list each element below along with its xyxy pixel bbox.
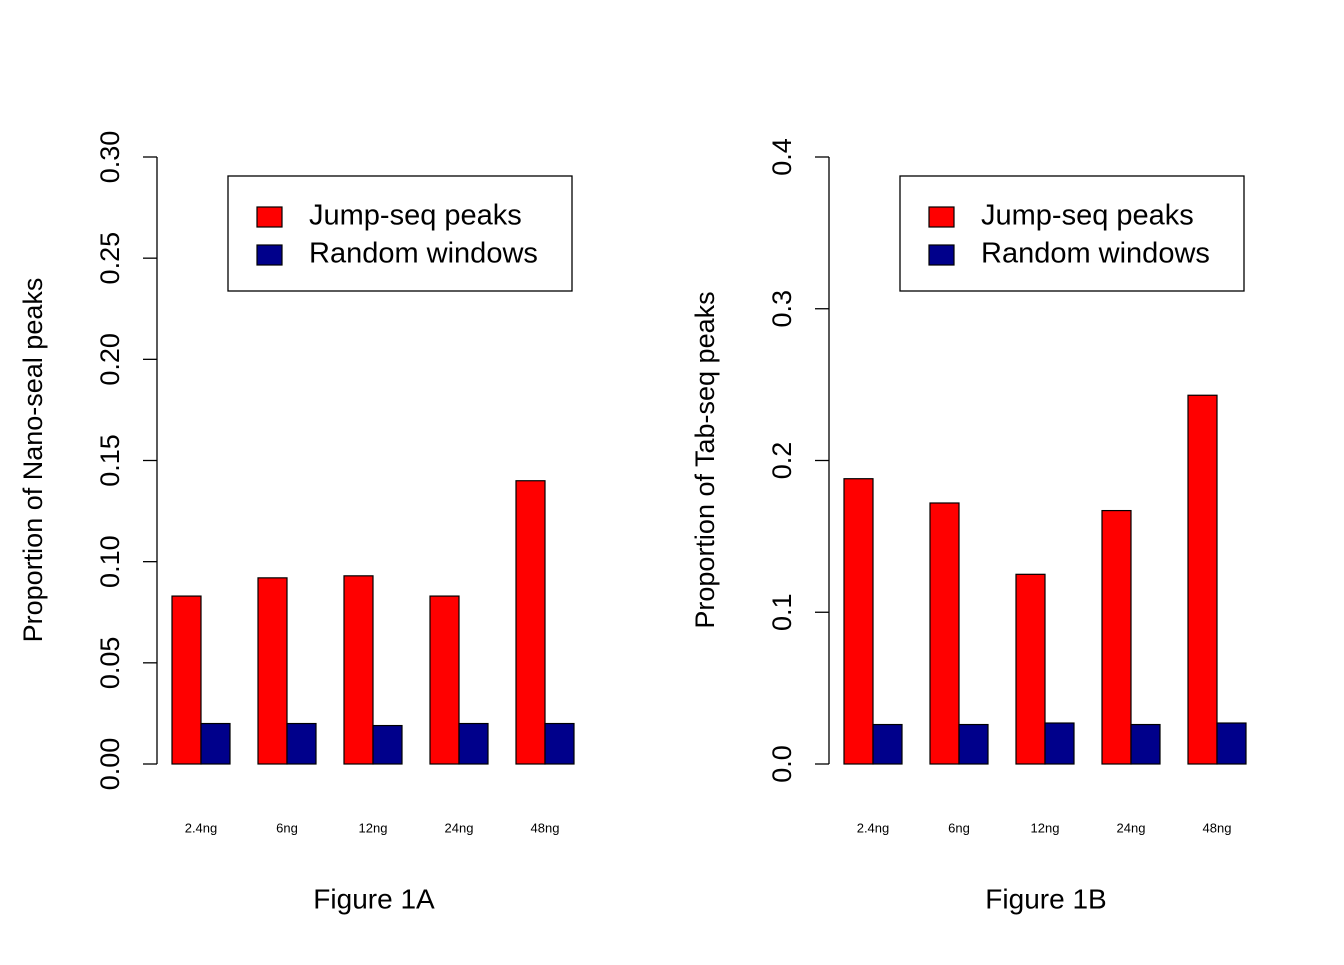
legend-label: Jump-seq peaks	[981, 200, 1194, 232]
bar-jump-seq	[1101, 509, 1132, 765]
bar-random-windows	[872, 723, 903, 765]
x-tick-label: 6ng	[276, 820, 298, 835]
x-tick-label: 12ng	[1031, 820, 1060, 835]
x-tick-label: 6ng	[948, 820, 970, 835]
bar-random-windows	[1130, 723, 1161, 765]
bar-jump-seq	[515, 480, 546, 765]
bar-random-windows	[458, 722, 489, 765]
x-axis-label: Figure 1A	[313, 883, 435, 914]
legend: Jump-seq peaks Random windows	[899, 175, 1245, 292]
y-tick-label: 0.05	[95, 637, 125, 690]
legend-box	[227, 175, 573, 292]
y-tick-label: 0.15	[95, 434, 125, 487]
bar-random-windows	[286, 722, 317, 765]
y-axis-label: Proportion of Tab-seq peaks	[690, 291, 720, 628]
bar-random-windows	[1216, 722, 1247, 765]
legend-label: Random windows	[309, 238, 538, 270]
y-tick-label: 0.3	[767, 290, 797, 328]
y-tick-label: 0.30	[95, 131, 125, 184]
y-tick-label: 0.2	[767, 442, 797, 480]
legend-swatch	[928, 244, 955, 266]
x-tick-label: 2.4ng	[857, 820, 890, 835]
y-tick-label: 0.10	[95, 535, 125, 588]
y-tick-label: 0.25	[95, 232, 125, 285]
bar-random-windows	[1044, 722, 1075, 765]
legend: Jump-seq peaks Random windows	[227, 175, 573, 292]
panel-figure-1b: 0.0 0.1 0.2 0.3 0.4 Proportion of Tab-seq pea…	[690, 138, 1247, 914]
bar-jump-seq	[429, 595, 460, 765]
y-tick-label: 0.20	[95, 333, 125, 386]
bar-jump-seq	[1015, 573, 1046, 765]
bar-random-windows	[372, 724, 403, 765]
bar-jump-seq	[843, 478, 874, 765]
bar-random-windows	[958, 723, 989, 765]
x-axis-label: Figure 1B	[985, 883, 1106, 914]
bar-jump-seq	[171, 595, 202, 765]
bar-jump-seq	[343, 575, 374, 765]
legend-swatch	[928, 206, 955, 228]
x-tick-label: 24ng	[445, 820, 474, 835]
bar-jump-seq	[1187, 394, 1218, 765]
y-tick-label: 0.1	[767, 593, 797, 631]
bar-jump-seq	[257, 577, 288, 765]
legend-swatch	[256, 206, 283, 228]
legend-swatch	[256, 244, 283, 266]
legend-label: Jump-seq peaks	[309, 200, 522, 232]
bar-jump-seq	[929, 502, 960, 765]
x-tick-label: 2.4ng	[185, 820, 218, 835]
bar-random-windows	[200, 722, 231, 765]
x-tick-label: 48ng	[531, 820, 560, 835]
x-tick-label: 24ng	[1117, 820, 1146, 835]
y-tick-label: 0.4	[767, 138, 797, 176]
panel-figure-1a: 0.00 0.05 0.10 0.15 0.20 0.25 0.30 Proportion o…	[18, 131, 575, 914]
x-tick-label: 12ng	[359, 820, 388, 835]
x-tick-label: 48ng	[1203, 820, 1232, 835]
y-axis-label: Proportion of Nano-seal peaks	[18, 278, 48, 643]
y-tick-label: 0.00	[95, 738, 125, 791]
legend-box	[899, 175, 1245, 292]
bar-random-windows	[544, 722, 575, 765]
y-tick-label: 0.0	[767, 745, 797, 783]
legend-label: Random windows	[981, 238, 1210, 270]
